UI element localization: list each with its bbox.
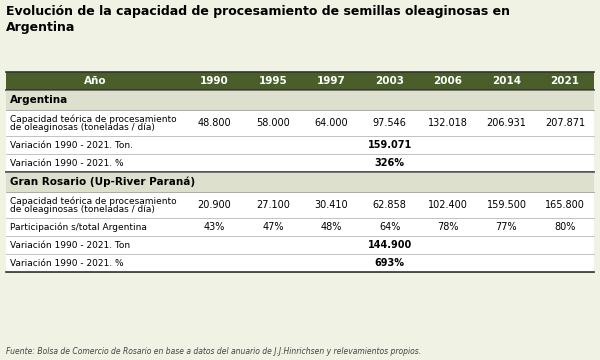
Text: Capacidad teórica de procesamiento: Capacidad teórica de procesamiento (10, 196, 176, 206)
Text: 20.900: 20.900 (197, 200, 232, 210)
Text: de oleaginosas (toneladas / día): de oleaginosas (toneladas / día) (10, 123, 155, 132)
Bar (6, 136, 594, 154)
Bar (6, 254, 594, 272)
Text: 48.800: 48.800 (198, 118, 232, 128)
Text: Variación 1990 - 2021. %: Variación 1990 - 2021. % (10, 258, 124, 267)
Bar (6, 154, 594, 172)
Text: 102.400: 102.400 (428, 200, 468, 210)
Text: 2014: 2014 (492, 76, 521, 86)
Text: 48%: 48% (320, 222, 342, 232)
Text: Capacidad teórica de procesamiento: Capacidad teórica de procesamiento (10, 114, 176, 124)
Text: Variación 1990 - 2021. Ton.: Variación 1990 - 2021. Ton. (10, 140, 133, 149)
Text: 62.858: 62.858 (373, 200, 407, 210)
Text: Evolución de la capacidad de procesamiento de semillas oleaginosas en: Evolución de la capacidad de procesamien… (6, 5, 510, 18)
Text: Variación 1990 - 2021. Ton: Variación 1990 - 2021. Ton (10, 240, 130, 249)
Text: 132.018: 132.018 (428, 118, 468, 128)
Text: 1995: 1995 (259, 76, 287, 86)
Text: Fuente: Bolsa de Comercio de Rosario en base a datos del anuario de J.J.Hinrichs: Fuente: Bolsa de Comercio de Rosario en … (6, 347, 421, 356)
Text: 78%: 78% (437, 222, 459, 232)
Text: Año: Año (85, 76, 107, 86)
Text: Argentina: Argentina (6, 21, 76, 34)
Text: 43%: 43% (204, 222, 225, 232)
Text: 2021: 2021 (550, 76, 580, 86)
Text: de oleaginosas (toneladas / día): de oleaginosas (toneladas / día) (10, 206, 155, 215)
Bar (6, 236, 594, 254)
Bar (6, 110, 594, 136)
Bar (6, 218, 594, 236)
Text: Participación s/total Argentina: Participación s/total Argentina (10, 222, 147, 232)
Text: 27.100: 27.100 (256, 200, 290, 210)
Text: 165.800: 165.800 (545, 200, 585, 210)
Text: 2006: 2006 (434, 76, 463, 86)
Text: 206.931: 206.931 (487, 118, 526, 128)
Text: 159.500: 159.500 (487, 200, 526, 210)
Text: 77%: 77% (496, 222, 517, 232)
Text: 1997: 1997 (317, 76, 346, 86)
Text: 47%: 47% (262, 222, 284, 232)
Text: 64%: 64% (379, 222, 400, 232)
Text: Argentina: Argentina (10, 95, 68, 105)
Text: 30.410: 30.410 (314, 200, 348, 210)
Text: 693%: 693% (374, 258, 404, 268)
Text: 326%: 326% (374, 158, 404, 168)
Text: 1990: 1990 (200, 76, 229, 86)
Text: 80%: 80% (554, 222, 575, 232)
Text: 2003: 2003 (375, 76, 404, 86)
Bar (6, 90, 594, 110)
Text: Variación 1990 - 2021. %: Variación 1990 - 2021. % (10, 158, 124, 167)
Bar (6, 192, 594, 218)
Text: 207.871: 207.871 (545, 118, 585, 128)
Bar (6, 172, 594, 192)
Text: 58.000: 58.000 (256, 118, 290, 128)
Bar (6, 72, 594, 90)
Text: 144.900: 144.900 (368, 240, 412, 250)
Text: 97.546: 97.546 (373, 118, 407, 128)
Text: 159.071: 159.071 (368, 140, 412, 150)
Text: 64.000: 64.000 (314, 118, 348, 128)
Text: Gran Rosario (Up-River Paraná): Gran Rosario (Up-River Paraná) (10, 177, 195, 187)
